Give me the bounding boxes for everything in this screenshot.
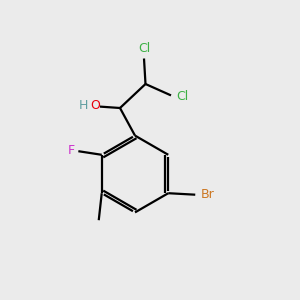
Text: Cl: Cl bbox=[139, 42, 151, 56]
Text: Br: Br bbox=[201, 188, 215, 201]
Text: F: F bbox=[67, 144, 74, 157]
Text: H: H bbox=[79, 99, 88, 112]
Text: O: O bbox=[90, 99, 100, 112]
Text: Cl: Cl bbox=[176, 90, 188, 104]
